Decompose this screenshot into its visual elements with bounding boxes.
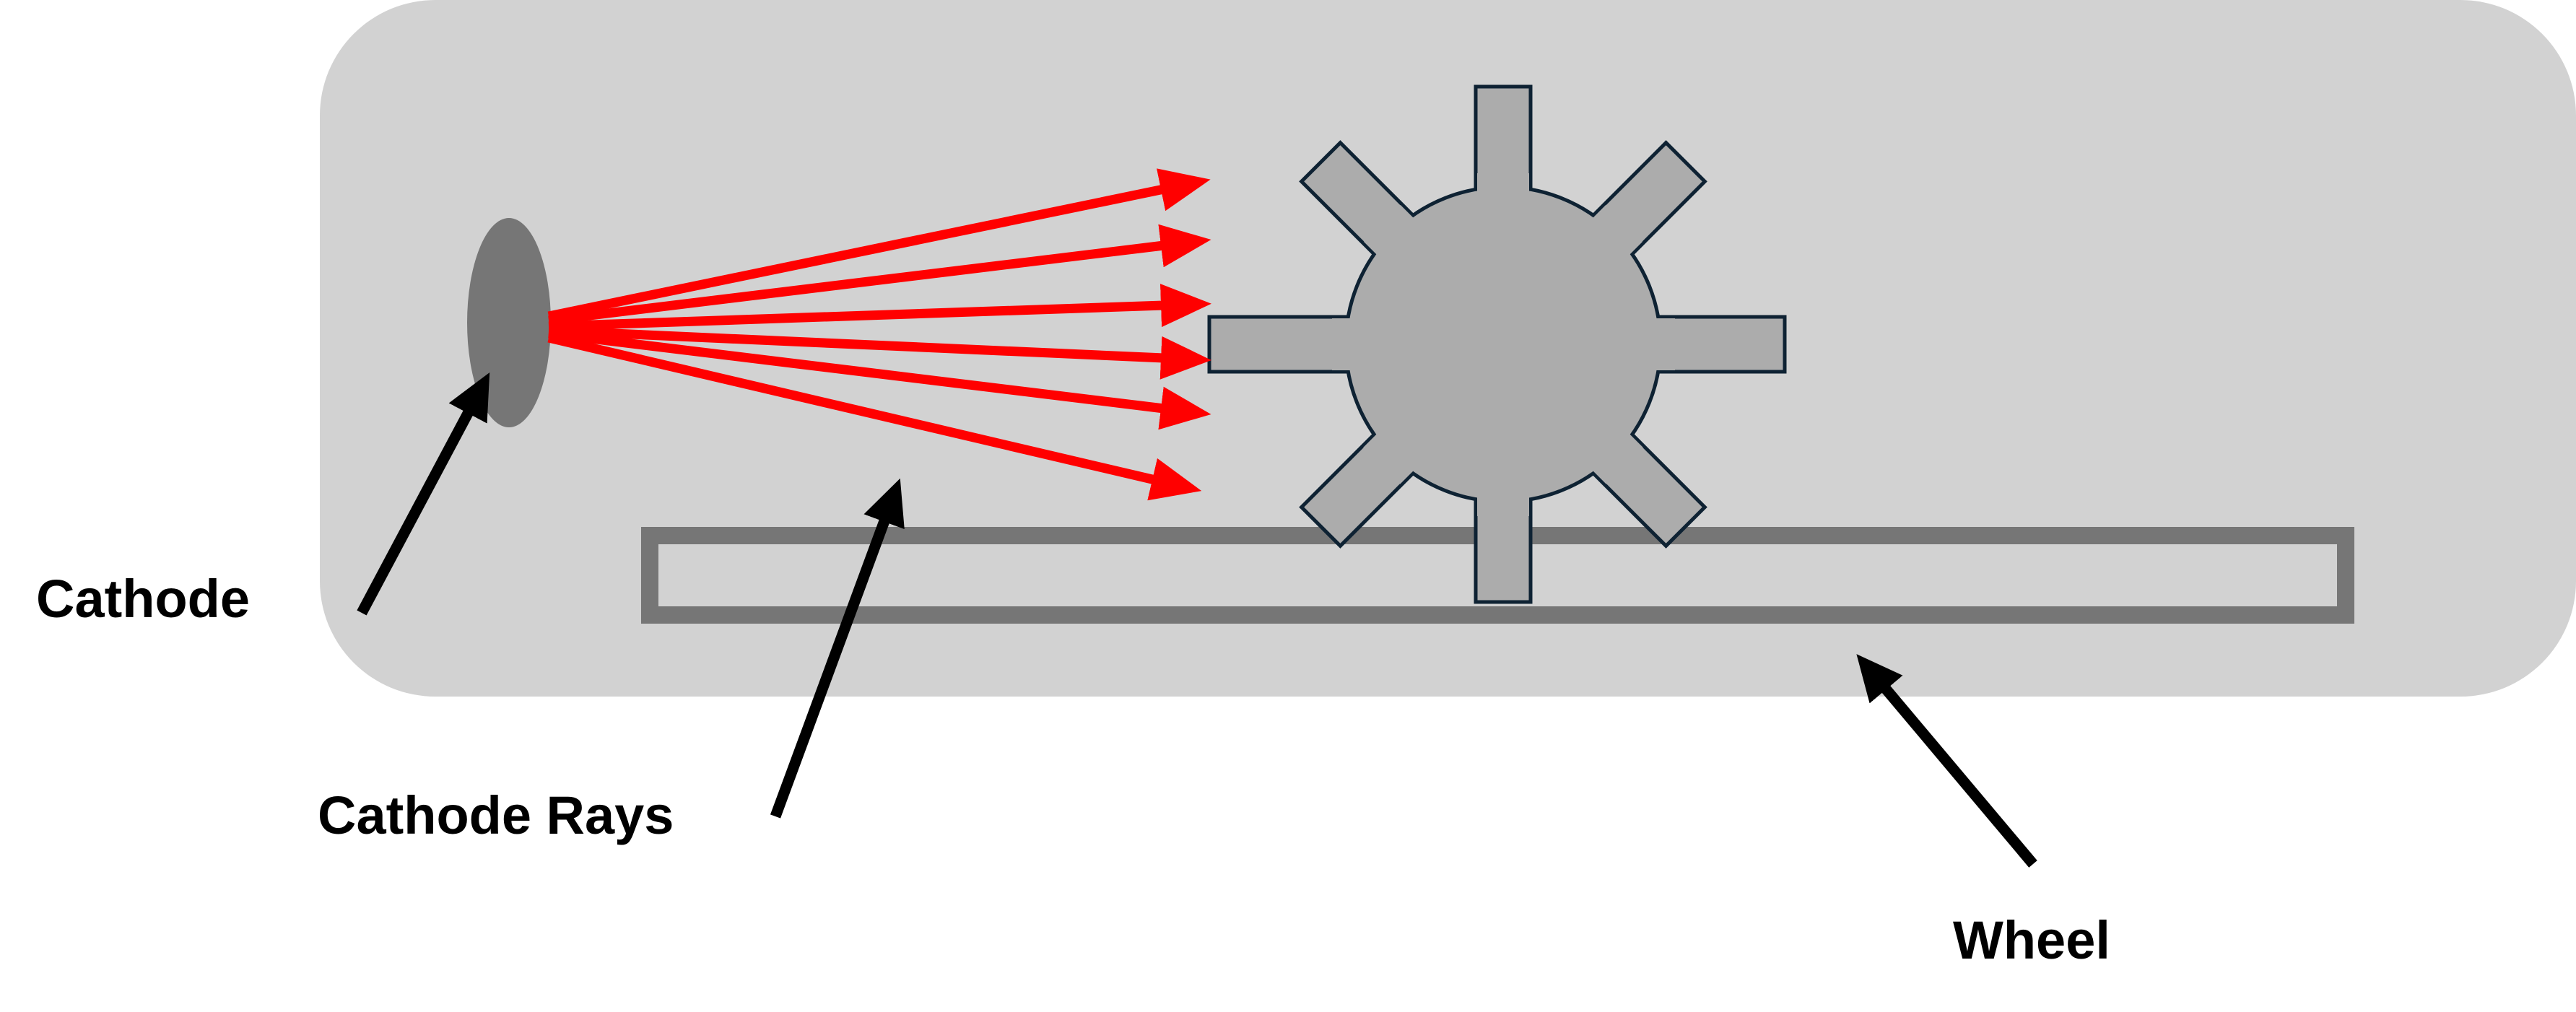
cathode-rays-pointer-arrow: [770, 478, 905, 819]
paddle-wheel: [1207, 84, 1787, 604]
cathode-rays: [547, 168, 1211, 501]
ray-arrow: [548, 284, 1211, 331]
cathode-rays-label: Cathode Rays: [318, 785, 674, 845]
ray-arrow: [547, 168, 1211, 321]
pointer-arrows: [357, 372, 2037, 868]
ray-arrow: [548, 224, 1211, 326]
cathode-label: Cathode: [36, 569, 250, 629]
cathode-disc: [467, 218, 551, 427]
ray-arrow: [548, 328, 1211, 430]
ray-arrow: [547, 333, 1202, 501]
wheel-label: Wheel: [1953, 910, 2110, 970]
ray-arrow: [548, 326, 1211, 380]
cathode-pointer-arrow: [357, 372, 490, 616]
wheel-pointer-arrow: [1856, 654, 2037, 868]
